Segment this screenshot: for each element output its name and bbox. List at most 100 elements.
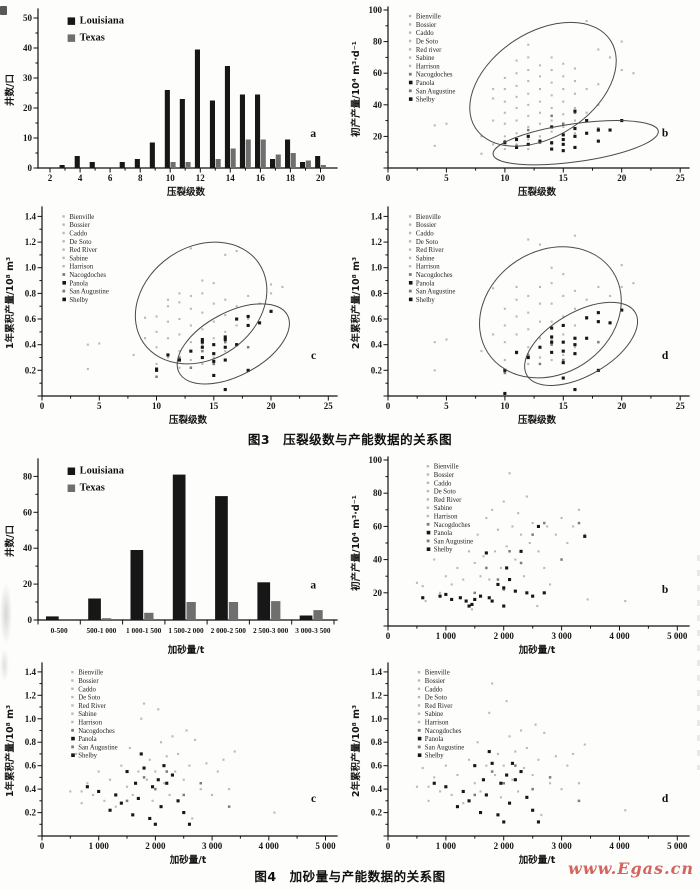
svg-text:40: 40 (373, 100, 383, 110)
axis-lines (387, 456, 690, 627)
svg-text:40: 40 (23, 543, 33, 553)
y-axis-title: 2年累积产量/10⁸ m³ (350, 705, 362, 797)
svg-text:Nacogdoches: Nacogdoches (416, 72, 453, 79)
svg-text:1.4: 1.4 (371, 211, 383, 221)
fig4c-svg: 0.2 0.4 0.6 0.8 1.0 1.2 1.4 0 1 000 2 000 3 000 4 0… (4, 662, 338, 866)
fig4-panel-c-1yr-cumulative-scatter: 0.2 0.4 0.6 0.8 1.0 1.2 1.4 0 1 000 2 000 3 000 4 0… (2, 658, 346, 868)
svg-text:De Soto: De Soto (416, 239, 439, 246)
svg-text:2 500-3 000: 2 500-3 000 (253, 626, 289, 635)
svg-text:20: 20 (23, 579, 33, 589)
svg-text:2: 2 (48, 173, 53, 183)
svg-text:San Augustine: San Augustine (434, 538, 473, 545)
svg-text:60: 60 (23, 507, 33, 517)
svg-text:Panola: Panola (416, 80, 435, 87)
x-axis-title: 压裂级数 (167, 186, 206, 198)
svg-text:Bienville: Bienville (416, 14, 441, 21)
fig4a-svg: 0 20 40 60 80 0-500 500-1 000 1 000-1 500 1 500-… (4, 458, 338, 656)
svg-text:Caddo: Caddo (425, 686, 443, 693)
tick-labels: 0.2 0.4 0.6 0.8 1.0 1.2 1.4 0 1 000 2 000 3 000 4 0… (25, 667, 336, 851)
svg-text:Red River: Red River (434, 497, 462, 504)
tick-labels: 0.2 0.4 0.6 0.8 1.0 1.2 1.4 0 1 000 2 000 3 000 4 0… (371, 667, 688, 851)
fig3b-svg: 20 40 60 80 100 0 5 10 15 20 25 BienvilleBossierCad… (350, 5, 690, 198)
svg-text:0.4: 0.4 (25, 784, 37, 794)
svg-text:0.6: 0.6 (25, 314, 37, 324)
panel-label: b (662, 584, 668, 596)
tick-labels: 0 20 40 60 80 0-500 500-1 000 1 000-1 500 1 500-… (23, 471, 331, 635)
figure4-caption: 图4 加砂量与产能数据的关系图 (254, 869, 446, 884)
svg-text:0: 0 (28, 163, 33, 173)
svg-text:Louisiana: Louisiana (80, 466, 125, 477)
svg-text:18: 18 (286, 173, 296, 183)
svg-text:20: 20 (316, 173, 326, 183)
fig4-panel-a-well-count-bar-chart: 0 20 40 60 80 0-500 500-1 000 1 000-1 500 1 500-… (2, 452, 346, 658)
svg-text:1 000-1 500: 1 000-1 500 (126, 626, 162, 635)
svg-text:1.2: 1.2 (25, 237, 37, 247)
svg-text:1 000: 1 000 (89, 841, 110, 851)
axis-lines (387, 6, 690, 169)
x-axis-title: 加砂量/t (167, 644, 205, 656)
tick-labels: 20 40 60 80 100 0 5 10 15 20 25 (369, 5, 686, 183)
svg-text:Sabine: Sabine (416, 255, 435, 262)
y-axis-title: 2年累积产量/10⁸ m³ (350, 257, 362, 349)
svg-text:5 000: 5 000 (667, 631, 688, 641)
svg-text:15: 15 (209, 401, 219, 411)
svg-text:8: 8 (138, 173, 143, 183)
y-axis-title: 1年累积产量/10⁸ m³ (4, 257, 16, 349)
fig4d-svg: 0.2 0.4 0.6 0.8 1.0 1.2 1.4 0 1 000 2 000 3 000 4 0… (350, 662, 690, 866)
svg-text:5: 5 (444, 173, 449, 183)
svg-text:5: 5 (97, 401, 102, 411)
svg-text:0: 0 (386, 173, 391, 183)
svg-text:Nacogdoches: Nacogdoches (425, 728, 462, 735)
svg-text:Shelby: Shelby (434, 547, 453, 554)
svg-text:0.6: 0.6 (371, 761, 383, 771)
axis-ticks (37, 671, 326, 841)
svg-text:0: 0 (386, 631, 391, 641)
svg-text:Shelby: Shelby (416, 97, 435, 104)
x-axis-title: 加砂量/t (518, 854, 556, 866)
fig4-panel-b-initial-production-scatter: 20 40 60 80 100 0 1 000 2 000 3 000 4 000 5 000 Bie… (348, 452, 698, 658)
axis-lines (41, 662, 338, 837)
svg-text:20: 20 (267, 401, 277, 411)
svg-text:0-500: 0-500 (51, 626, 68, 635)
svg-text:6: 6 (108, 173, 113, 183)
svg-text:1.0: 1.0 (371, 263, 383, 273)
svg-text:0.4: 0.4 (371, 784, 383, 794)
svg-text:Louisiana: Louisiana (80, 16, 125, 27)
svg-text:40: 40 (373, 555, 383, 565)
svg-text:San Augustine: San Augustine (416, 289, 455, 296)
svg-text:0: 0 (28, 615, 33, 625)
svg-text:15: 15 (559, 173, 569, 183)
svg-text:2 000: 2 000 (145, 841, 166, 851)
axis-ticks (383, 459, 678, 631)
axis-ticks (383, 9, 681, 173)
axis-ticks (383, 215, 681, 401)
svg-text:16: 16 (256, 173, 266, 183)
svg-text:3 000: 3 000 (202, 841, 223, 851)
scatter-points (86, 247, 284, 392)
svg-text:1.2: 1.2 (371, 237, 383, 247)
svg-text:San Augustine: San Augustine (425, 744, 464, 751)
svg-text:Harrison: Harrison (425, 720, 449, 727)
svg-text:10: 10 (166, 173, 176, 183)
scatter-points (433, 20, 635, 155)
svg-text:Sabine: Sabine (434, 505, 453, 512)
svg-text:4: 4 (78, 173, 83, 183)
cluster-ellipses (479, 246, 639, 386)
svg-text:0: 0 (386, 401, 391, 411)
panel-label: d (662, 793, 669, 805)
svg-text:Bossier: Bossier (416, 222, 437, 229)
svg-text:Red River: Red River (425, 703, 453, 710)
svg-text:Sabine: Sabine (78, 711, 97, 718)
svg-text:Harrison: Harrison (416, 264, 440, 271)
cluster-ellipses (469, 21, 659, 166)
svg-text:0.6: 0.6 (371, 314, 383, 324)
svg-text:1.2: 1.2 (25, 690, 37, 700)
y-axis-title: 初产产量/10⁴ m³·d⁻¹ (350, 41, 362, 137)
svg-text:Nacogdoches: Nacogdoches (69, 272, 106, 279)
svg-text:Nacogdoches: Nacogdoches (434, 522, 471, 529)
